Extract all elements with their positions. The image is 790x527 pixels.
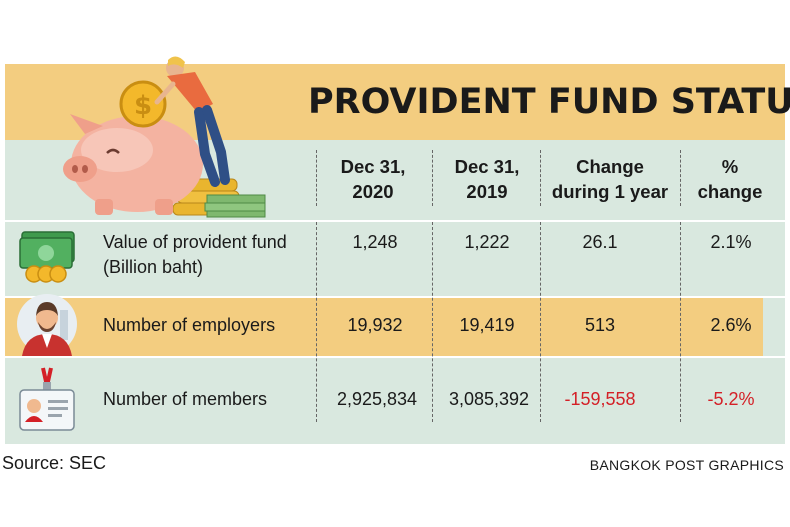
table-cell: 19,932 [347, 315, 403, 335]
row-label-employers: Number of employers [103, 315, 276, 335]
table-cell: 513 [584, 315, 616, 335]
piggy-bank-icon: $ [63, 56, 266, 218]
column-header-2020: Dec 31, 2020 [340, 156, 406, 202]
column-divider [680, 150, 681, 206]
graphics-credit: BANGKOK POST GRAPHICS [589, 457, 784, 473]
header-divider [5, 220, 785, 222]
table-cell: 1,248 [352, 232, 398, 252]
source-note: Source: SEC [2, 453, 107, 473]
highlight-row-band [5, 296, 763, 356]
table-cell: 26.1 [582, 232, 618, 252]
column-divider [316, 222, 317, 422]
table-cell: 2.6% [710, 315, 752, 335]
column-divider [432, 222, 433, 422]
column-divider [680, 222, 681, 422]
table-cell: 2,925,834 [336, 389, 418, 409]
svg-text:$: $ [134, 91, 152, 121]
table-cell: 3,085,392 [448, 389, 530, 409]
column-header-percent-change: % change [697, 156, 763, 202]
table-cell: 19,419 [459, 315, 515, 335]
row-label-members: Number of members [103, 389, 268, 409]
table-cell: 1,222 [464, 232, 510, 252]
row-label-fund-value: Value of provident fund (Billion baht) [103, 232, 287, 277]
row-divider [5, 356, 785, 358]
column-divider [540, 222, 541, 422]
column-divider [316, 150, 317, 206]
column-header-change: Change during 1 year [551, 156, 669, 202]
column-divider [432, 150, 433, 206]
table-cell: 2.1% [710, 232, 752, 252]
table-cell-negative: -159,558 [564, 389, 636, 409]
column-header-2019: Dec 31, 2019 [454, 156, 520, 202]
column-divider [540, 150, 541, 206]
businessman-icon [17, 294, 77, 356]
table-cell-negative: -5.2% [707, 389, 755, 409]
money-icon [19, 231, 75, 283]
id-badge-icon [19, 367, 75, 431]
row-divider [5, 296, 785, 298]
chart-title: PROVIDENT FUND STATUS [308, 82, 790, 122]
